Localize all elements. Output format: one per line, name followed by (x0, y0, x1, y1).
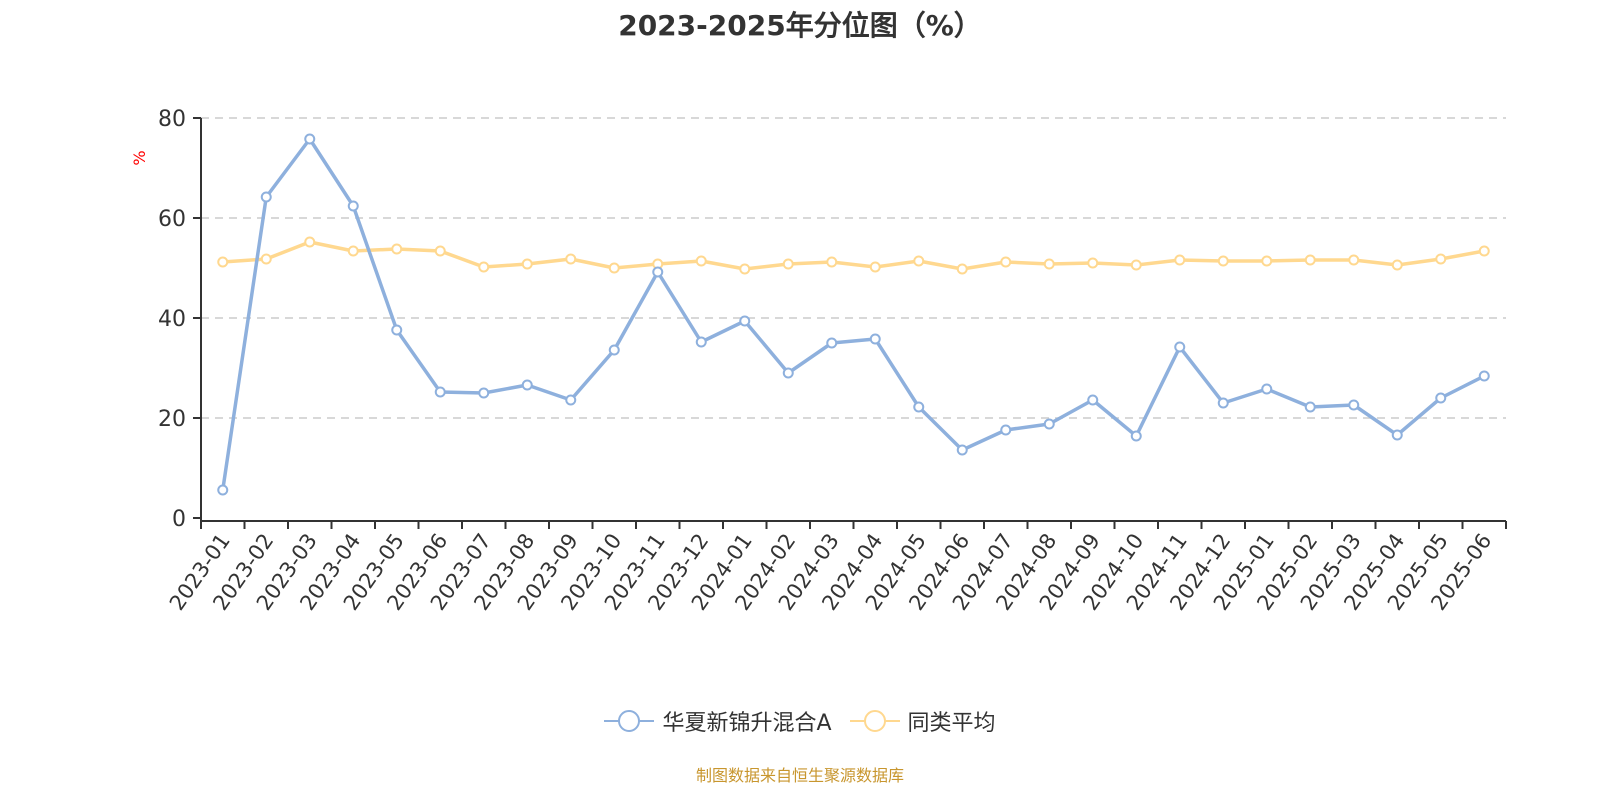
data-point[interactable] (1304, 254, 1316, 266)
data-point[interactable] (956, 263, 968, 275)
data-point[interactable] (1261, 383, 1273, 395)
data-point[interactable] (217, 256, 229, 268)
data-point[interactable] (869, 261, 881, 273)
data-point[interactable] (826, 256, 838, 268)
data-point[interactable] (391, 324, 403, 336)
data-point[interactable] (260, 191, 272, 203)
y-tick-label: 40 (158, 307, 186, 332)
data-point[interactable] (739, 315, 751, 327)
legend-fund-icon (604, 710, 655, 732)
y-tick-label: 60 (158, 207, 186, 232)
data-point[interactable] (1130, 430, 1142, 442)
data-point[interactable] (1087, 394, 1099, 406)
data-point[interactable] (565, 253, 577, 265)
data-point[interactable] (913, 401, 925, 413)
chart-title: 2023-2025年分位图（%） (618, 9, 982, 42)
data-point[interactable] (1087, 257, 1099, 269)
data-point[interactable] (1261, 255, 1273, 267)
data-point[interactable] (739, 263, 751, 275)
data-point[interactable] (1174, 341, 1186, 353)
data-point[interactable] (782, 367, 794, 379)
data-point[interactable] (1304, 401, 1316, 413)
legend-item-fund[interactable]: 华夏新锦升混合A (604, 705, 832, 737)
data-point[interactable] (1348, 399, 1360, 411)
data-point[interactable] (1043, 258, 1055, 270)
data-point[interactable] (1478, 370, 1490, 382)
y-tick-label: 80 (158, 107, 186, 132)
data-point[interactable] (1435, 392, 1447, 404)
line-chart: 020406080%2023-012023-022023-032023-0420… (130, 107, 1507, 615)
data-point[interactable] (1391, 259, 1403, 271)
data-point[interactable] (826, 337, 838, 349)
data-point[interactable] (1130, 259, 1142, 271)
data-point[interactable] (782, 258, 794, 270)
legend-item-average[interactable]: 同类平均 (849, 705, 996, 737)
data-point[interactable] (304, 236, 316, 248)
data-point[interactable] (521, 379, 533, 391)
data-point[interactable] (391, 243, 403, 255)
data-point[interactable] (1217, 397, 1229, 409)
series-line (221, 137, 1486, 491)
legend-label-fund: 华夏新锦升混合A (662, 711, 832, 736)
data-point[interactable] (434, 386, 446, 398)
y-axis-label: % (130, 150, 149, 165)
data-point[interactable] (913, 255, 925, 267)
data-point[interactable] (956, 444, 968, 456)
chart-legend: 华夏新锦升混合A 同类平均 (0, 705, 1600, 737)
y-tick-label: 0 (172, 507, 186, 532)
data-point[interactable] (608, 344, 620, 356)
data-point[interactable] (478, 261, 490, 273)
data-point[interactable] (478, 387, 490, 399)
data-point[interactable] (1000, 424, 1012, 436)
data-point[interactable] (695, 255, 707, 267)
data-point[interactable] (347, 245, 359, 257)
data-point[interactable] (1348, 254, 1360, 266)
data-point[interactable] (1478, 245, 1490, 257)
data-point[interactable] (695, 336, 707, 348)
data-point[interactable] (652, 266, 664, 278)
data-point[interactable] (260, 253, 272, 265)
data-point[interactable] (1000, 256, 1012, 268)
data-point[interactable] (521, 258, 533, 270)
data-point[interactable] (608, 262, 620, 274)
data-point[interactable] (869, 333, 881, 345)
source-note: 制图数据来自恒生聚源数据库 (695, 766, 904, 785)
y-tick-label: 20 (158, 407, 186, 432)
legend-average-icon (849, 710, 900, 732)
data-point[interactable] (217, 484, 229, 496)
data-point[interactable] (434, 245, 446, 257)
data-point[interactable] (565, 394, 577, 406)
data-point[interactable] (1435, 253, 1447, 265)
data-point[interactable] (1217, 255, 1229, 267)
data-point[interactable] (304, 133, 316, 145)
data-point[interactable] (347, 200, 359, 212)
series-line (222, 240, 1485, 271)
data-point[interactable] (1043, 418, 1055, 430)
data-point[interactable] (1391, 429, 1403, 441)
data-point[interactable] (1174, 254, 1186, 266)
legend-label-average: 同类平均 (907, 711, 996, 736)
